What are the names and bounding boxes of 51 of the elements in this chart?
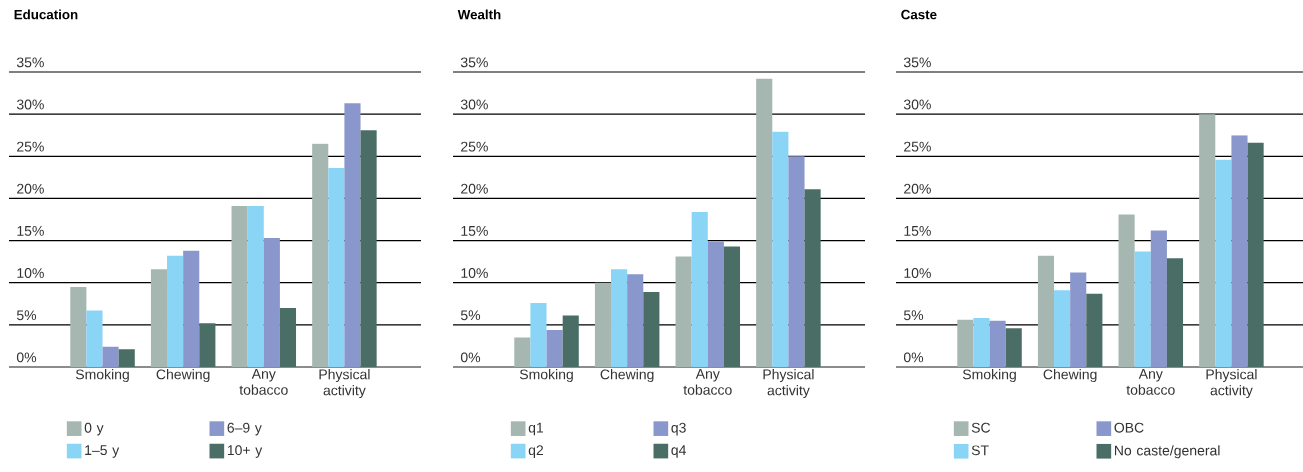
y-tick-label: 5% — [460, 310, 481, 321]
x-tick-label: Smoking — [75, 369, 129, 383]
x-tick-label: Any tobacco — [683, 369, 732, 395]
legend-label: No caste/general — [1114, 445, 1220, 459]
chart-title: Wealth — [457, 9, 501, 20]
legend-label: q2 — [528, 445, 544, 458]
y-tick-label: 35% — [16, 57, 44, 68]
y-tick-label: 20% — [904, 183, 931, 194]
y-tick-label: 10% — [461, 268, 488, 279]
chart-title: Caste — [901, 9, 937, 20]
legend-label: q1 — [528, 422, 544, 436]
x-tick-label: Chewing — [156, 369, 210, 383]
legend-label: SC — [971, 422, 991, 433]
legend-label: q3 — [671, 422, 686, 436]
legend-label: OBC — [1114, 422, 1144, 433]
legend-label: q4 — [671, 445, 686, 458]
y-tick-label: 30% — [16, 99, 44, 110]
y-tick-label: 5% — [903, 310, 924, 321]
x-tick-label: Smoking — [962, 369, 1016, 383]
y-tick-label: 25% — [461, 141, 488, 152]
y-tick-label: 35% — [903, 57, 931, 68]
legend-label: 1–5 y — [85, 445, 120, 458]
y-tick-label: 35% — [460, 57, 488, 68]
y-tick-label: 0% — [903, 352, 924, 363]
x-tick-label: Chewing — [1043, 369, 1097, 383]
y-tick-label: 25% — [904, 141, 931, 152]
y-tick-label: 15% — [17, 226, 44, 236]
x-tick-label: Smoking — [519, 369, 573, 383]
y-tick-label: 20% — [17, 183, 44, 194]
x-tick-label: Any tobacco — [239, 369, 288, 395]
legend-label: ST — [971, 445, 989, 456]
y-tick-label: 20% — [461, 183, 488, 194]
x-tick-label: Any tobacco — [1126, 369, 1175, 395]
y-tick-label: 0% — [460, 352, 481, 363]
chart-title: Education — [14, 9, 78, 20]
x-tick-label: Physical activity — [763, 369, 814, 399]
legend-label: 0 y — [84, 422, 104, 436]
x-tick-label: Chewing — [600, 369, 654, 383]
x-tick-label: Physical activity — [1206, 369, 1257, 399]
y-tick-label: 15% — [461, 226, 488, 236]
legend-label: 10+ y — [227, 445, 263, 458]
y-tick-label: 0% — [16, 352, 37, 363]
legend-label: 6–9 y — [227, 422, 262, 436]
y-tick-label: 15% — [904, 226, 931, 236]
y-tick-label: 30% — [903, 99, 931, 110]
x-tick-label: Physical activity — [319, 369, 370, 399]
y-tick-label: 30% — [460, 99, 488, 110]
y-tick-label: 10% — [904, 268, 931, 279]
y-tick-label: 5% — [16, 310, 37, 321]
y-tick-label: 25% — [17, 141, 44, 152]
y-tick-label: 10% — [17, 268, 44, 279]
